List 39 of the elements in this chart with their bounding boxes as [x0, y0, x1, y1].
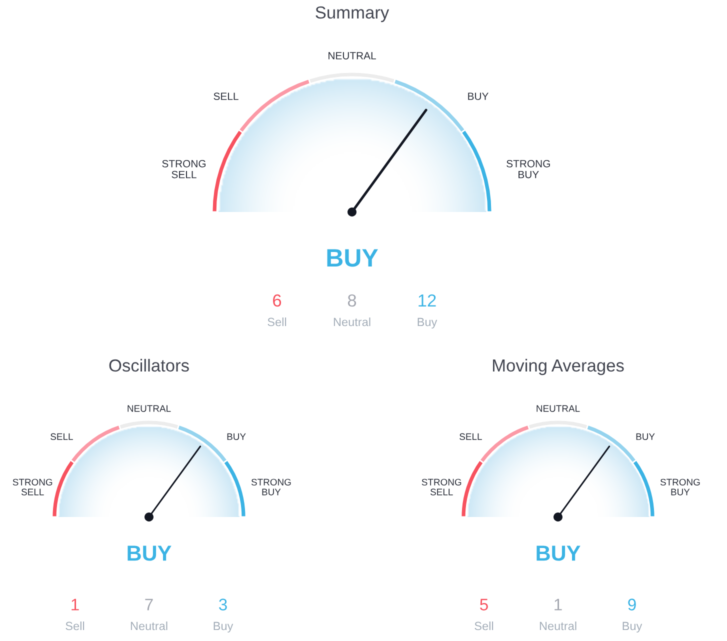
text: BUY — [128, 546, 172, 561]
slice-label: SELL — [460, 433, 482, 440]
text: Neutral — [334, 317, 370, 326]
slice-label: BUY — [468, 92, 488, 100]
slice-label: SELL — [50, 433, 73, 440]
text: Neutral — [130, 621, 168, 630]
slice-label: NEUTRAL — [128, 405, 171, 412]
slice-label: STRONG SELL — [12, 478, 52, 496]
text: 9 — [628, 598, 636, 610]
text: Sell — [474, 621, 494, 630]
slice-label: NEUTRAL — [328, 52, 376, 60]
slice-label: NEUTRAL — [536, 405, 580, 412]
text: 7 — [145, 598, 153, 610]
slice-label: BUY — [636, 433, 655, 440]
text: 3 — [219, 598, 227, 610]
text: 1 — [554, 598, 562, 610]
text: BUY — [327, 249, 378, 267]
text: Buy — [214, 622, 234, 633]
text: Sell — [268, 317, 286, 326]
chart-title: Summary — [316, 6, 390, 22]
slice-label: STRONG BUY — [506, 160, 550, 178]
text: Neutral — [540, 621, 576, 630]
text: 1 — [72, 598, 79, 610]
slice-label: STRONG BUY — [251, 478, 291, 496]
slice-label: SELL — [214, 92, 238, 100]
slice-label: BUY — [227, 433, 246, 440]
slice-label: STRONG SELL — [422, 478, 462, 496]
text: 12 — [418, 294, 436, 306]
text: 5 — [480, 598, 488, 610]
text: Buy — [418, 318, 438, 329]
chart-title: Oscillators — [109, 358, 189, 372]
chart-title: Moving Averages — [492, 358, 624, 376]
text: 6 — [273, 294, 282, 307]
text: Buy — [622, 622, 642, 633]
text: BUY — [536, 546, 580, 561]
text: 8 — [348, 294, 356, 307]
text: Sell — [66, 621, 84, 630]
slice-label: STRONG BUY — [660, 478, 700, 496]
slice-label: STRONG SELL — [162, 160, 206, 178]
